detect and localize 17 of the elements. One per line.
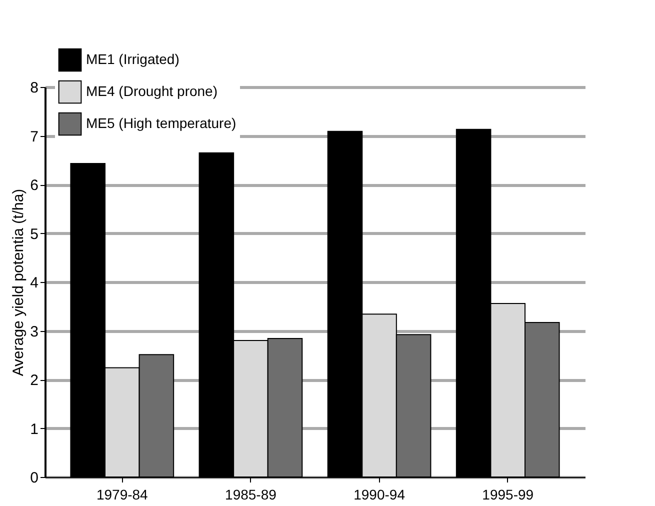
x-tick-label: 1990-94 bbox=[354, 486, 406, 502]
y-tick-label: 8 bbox=[30, 80, 38, 96]
legend-label: ME4 (Drought prone) bbox=[86, 83, 218, 99]
y-tick-label: 3 bbox=[30, 323, 38, 340]
x-tick-label: 1979-84 bbox=[96, 486, 148, 502]
x-tick-label: 1995-99 bbox=[482, 486, 534, 502]
y-tick-label: 6 bbox=[30, 177, 38, 194]
legend-label: ME5 (High temperature) bbox=[86, 115, 236, 131]
legend-label: ME1 (Irrigated) bbox=[86, 51, 180, 67]
y-tick-label: 1 bbox=[30, 420, 38, 438]
y-axis-title: Average yield potentia (t/ha) bbox=[10, 188, 28, 376]
y-tick-label: 4 bbox=[30, 274, 38, 292]
y-tick-label: 2 bbox=[30, 372, 38, 389]
y-tick-label: 5 bbox=[30, 226, 38, 243]
y-tick-label: 7 bbox=[30, 128, 38, 146]
y-tick-label: 0 bbox=[30, 470, 38, 486]
x-tick-label: 1985-89 bbox=[225, 486, 277, 502]
